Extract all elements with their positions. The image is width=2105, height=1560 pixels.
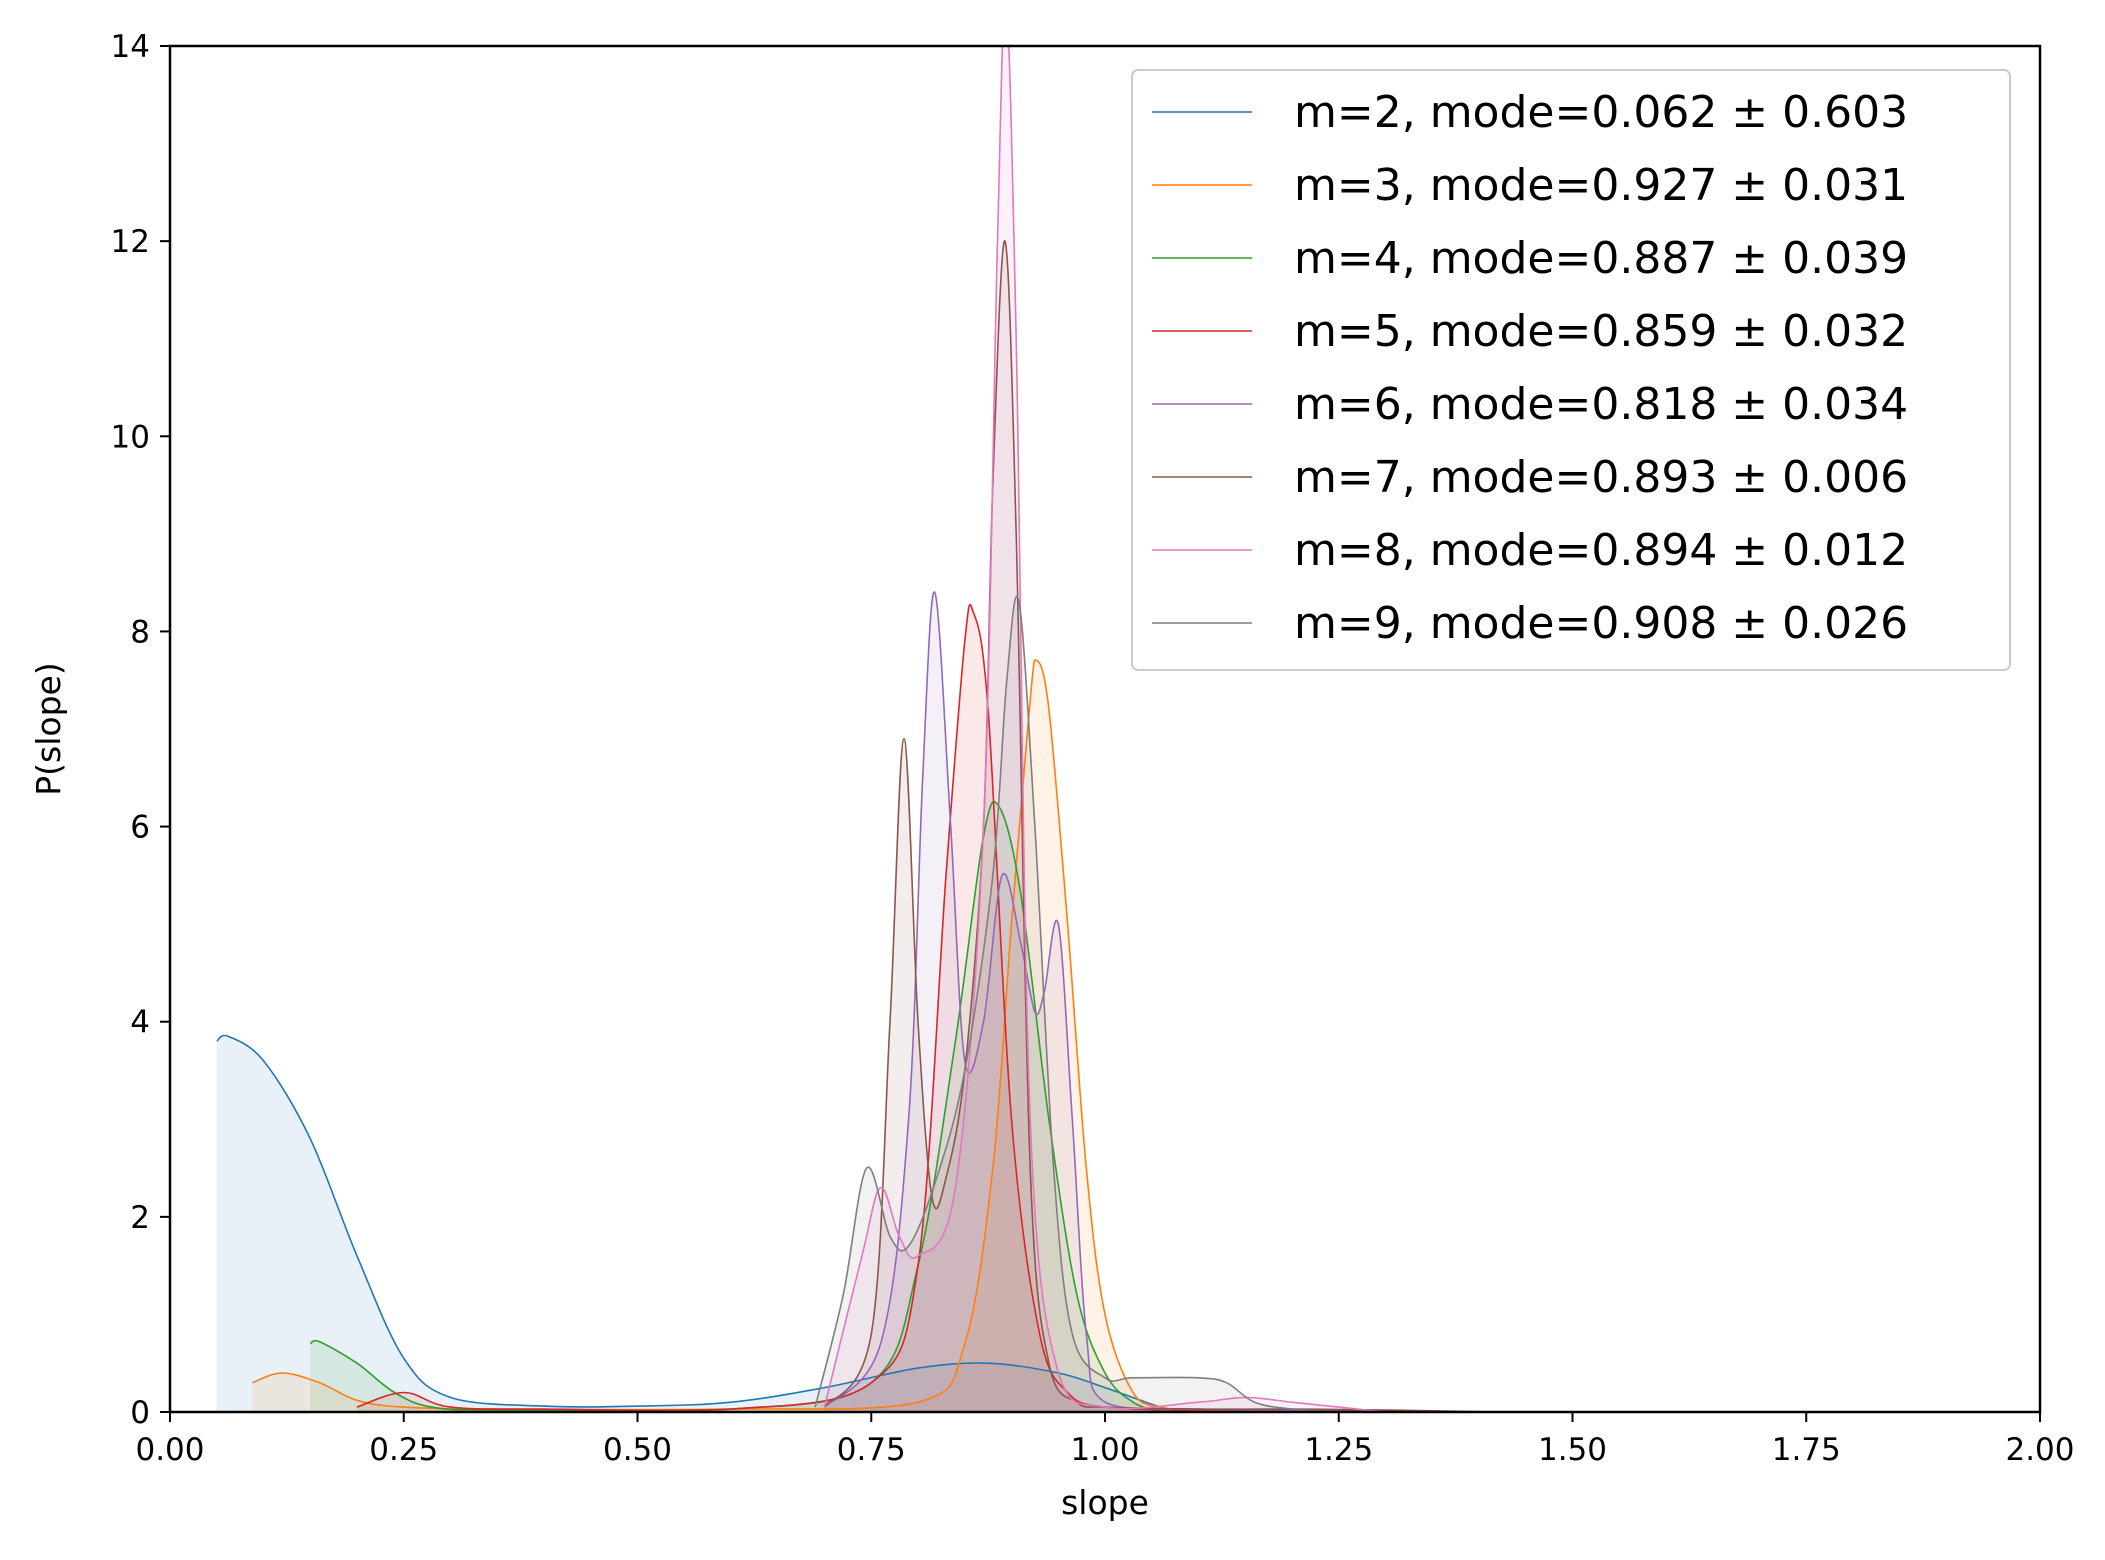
series-line-7 [823, 46, 1386, 1412]
series-line-3 [309, 800, 1162, 1412]
legend-box [1131, 69, 2011, 671]
legend-label: m=3, mode=0.927 ± 0.031 [1294, 160, 1908, 211]
legend-label: m=4, mode=0.887 ± 0.039 [1294, 233, 1908, 284]
y-axis: 0 2 4 6 8 10 12 14 [111, 29, 170, 1431]
legend-label: m=8, mode=0.894 ± 0.012 [1294, 525, 1908, 576]
series-fill-4 [357, 604, 1498, 1412]
x-tick-label: 1.00 [1070, 1432, 1139, 1468]
series-lines [216, 46, 1498, 1412]
legend: m=2, mode=0.062 ± 0.603 m=3, mode=0.927 ±… [1131, 69, 2011, 671]
series-fills [216, 46, 1498, 1412]
legend-entry: m=3, mode=0.927 ± 0.031 [1152, 160, 1908, 211]
x-axis-label: slope [1061, 1483, 1149, 1522]
series-line-5 [823, 591, 1386, 1412]
x-tick-label: 1.25 [1304, 1432, 1373, 1468]
legend-label: m=6, mode=0.818 ± 0.034 [1294, 379, 1908, 430]
y-axis-label: P(slope) [29, 662, 68, 795]
x-tick-label: 0.50 [603, 1432, 672, 1468]
legend-label: m=7, mode=0.893 ± 0.006 [1294, 452, 1908, 503]
series-fill-3 [310, 801, 1162, 1412]
y-tick-label: 4 [130, 1005, 150, 1041]
y-tick-label: 6 [130, 810, 150, 846]
legend-label: m=9, mode=0.908 ± 0.026 [1294, 598, 1908, 649]
series-fill-5 [824, 591, 1386, 1412]
legend-entry: m=7, mode=0.893 ± 0.006 [1152, 452, 1908, 503]
legend-entry: m=4, mode=0.887 ± 0.039 [1152, 233, 1908, 284]
series-fill-1 [216, 1035, 1180, 1412]
series-line-8 [814, 595, 1339, 1412]
y-tick-label: 10 [111, 419, 150, 455]
legend-entry: m=8, mode=0.894 ± 0.012 [1152, 525, 1908, 576]
series-fill-2 [252, 659, 1199, 1412]
y-tick-label: 14 [111, 29, 150, 65]
legend-entry: m=5, mode=0.859 ± 0.032 [1152, 306, 1908, 357]
x-axis: 0.00 0.25 0.50 0.75 1.00 1.25 1.50 1.75 2.00 [135, 1412, 2075, 1468]
x-tick-label: 0.25 [369, 1432, 438, 1468]
series-fill-7 [824, 46, 1386, 1412]
series-fill-8 [815, 596, 1339, 1412]
x-tick-label: 0.75 [837, 1432, 906, 1468]
x-tick-label: 1.75 [1772, 1432, 1841, 1468]
legend-label: m=2, mode=0.062 ± 0.603 [1294, 87, 1908, 138]
x-tick-label: 0.00 [135, 1432, 204, 1468]
x-tick-label: 1.50 [1538, 1432, 1607, 1468]
x-tick-label: 2.00 [2005, 1432, 2074, 1468]
legend-entry: m=6, mode=0.818 ± 0.034 [1152, 379, 1908, 430]
legend-entry: m=9, mode=0.908 ± 0.026 [1152, 598, 1908, 649]
y-tick-label: 8 [130, 614, 150, 650]
series-fill-6 [824, 241, 1498, 1412]
series-line-2 [252, 659, 1199, 1412]
legend-label: m=5, mode=0.859 ± 0.032 [1294, 306, 1908, 357]
y-tick-label: 12 [111, 224, 150, 260]
legend-entry: m=2, mode=0.062 ± 0.603 [1152, 87, 1908, 138]
y-tick-label: 0 [130, 1395, 150, 1431]
y-tick-label: 2 [130, 1200, 150, 1236]
